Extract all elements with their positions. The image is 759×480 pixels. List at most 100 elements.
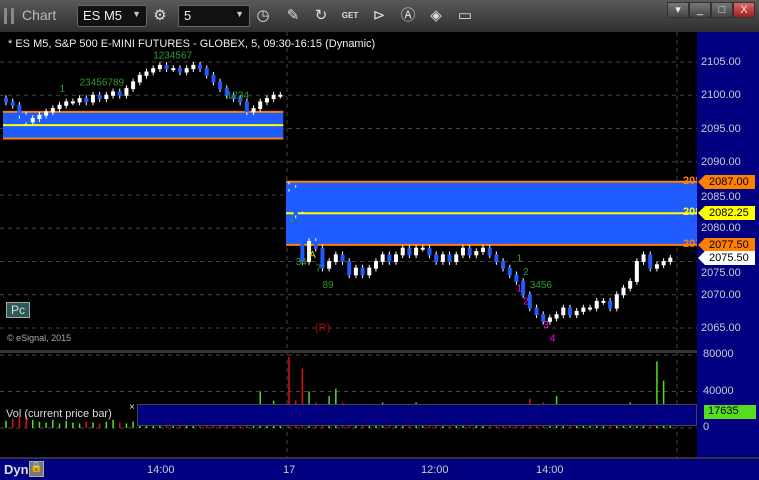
candle xyxy=(70,101,75,104)
candle xyxy=(37,114,42,120)
sequence-label: 3 xyxy=(543,320,549,331)
link-icon[interactable]: ◈ xyxy=(430,7,442,24)
sequence-label: 1 xyxy=(289,214,295,225)
candle xyxy=(414,247,419,256)
candle xyxy=(460,247,465,256)
candle xyxy=(494,254,499,263)
candle xyxy=(97,94,102,100)
time-tick: 17 xyxy=(283,464,296,476)
candle xyxy=(380,254,385,263)
pencil-icon[interactable]: ✎ xyxy=(286,7,300,24)
candle xyxy=(467,247,472,256)
candle xyxy=(534,307,539,316)
candle xyxy=(407,247,412,256)
candle xyxy=(218,81,223,90)
candle xyxy=(641,254,646,263)
price-tag-value: 2082.25 xyxy=(709,207,749,220)
dyn-label: Dyn xyxy=(4,462,29,477)
candle xyxy=(634,261,639,282)
candle xyxy=(10,101,15,106)
candle xyxy=(258,101,263,110)
symbol-selector[interactable]: ES M5 ▼ xyxy=(77,5,147,27)
price-tag: 2077.50 xyxy=(698,237,755,252)
candle xyxy=(224,88,229,96)
candle xyxy=(177,68,182,73)
drag-grip-icon[interactable] xyxy=(4,8,14,24)
candle xyxy=(144,71,149,76)
candle xyxy=(327,261,332,269)
a-icon[interactable]: Ⓐ xyxy=(400,7,416,24)
candle xyxy=(333,254,338,263)
price-tick: 2065.00 xyxy=(701,322,741,334)
clock-icon[interactable]: ◷ xyxy=(256,7,270,24)
maximize-button[interactable]: □ xyxy=(711,2,733,18)
interval-selector[interactable]: 5 ▼ xyxy=(178,5,250,27)
candle xyxy=(287,184,291,189)
chevron-down-icon: ▼ xyxy=(132,9,141,19)
candle xyxy=(50,108,55,113)
refresh-icon[interactable]: ↻ xyxy=(314,7,328,24)
play-icon[interactable]: ⊳ xyxy=(372,7,386,24)
price-tick: 2085.00 xyxy=(701,190,741,203)
candle xyxy=(353,267,358,276)
candle xyxy=(614,294,619,309)
lock-icon[interactable]: 🔒 xyxy=(29,461,44,477)
candle xyxy=(554,314,559,319)
time-tick: 14:00 xyxy=(536,464,564,476)
pc-button[interactable]: Pc xyxy=(6,302,30,318)
close-indicator-icon[interactable]: × xyxy=(129,402,135,413)
candle xyxy=(231,94,236,100)
candle xyxy=(588,307,593,310)
sequence-label: 89 xyxy=(322,280,334,291)
candle xyxy=(104,94,109,100)
candle xyxy=(648,254,653,269)
candle xyxy=(601,300,606,303)
comment-icon[interactable]: ▭ xyxy=(457,7,473,24)
candle xyxy=(278,94,283,97)
candle xyxy=(387,254,392,263)
close-button[interactable]: X xyxy=(733,2,755,18)
candle xyxy=(64,101,69,106)
candle xyxy=(514,274,519,282)
candle xyxy=(151,68,156,73)
candle xyxy=(164,64,169,70)
copyright: © eSignal, 2015 xyxy=(7,333,72,343)
candle xyxy=(293,187,298,216)
candle xyxy=(420,247,425,250)
candle xyxy=(367,267,372,276)
sequence-label: 4 xyxy=(550,333,556,344)
sequence-label: 1 xyxy=(516,283,522,294)
candle xyxy=(481,247,485,253)
candle xyxy=(447,254,452,263)
get-icon[interactable]: GET xyxy=(341,11,359,20)
candle xyxy=(454,254,459,263)
candle xyxy=(628,280,633,289)
indicator-panel-bar xyxy=(137,404,697,426)
price-tag: 2082.25 xyxy=(698,206,755,221)
candle xyxy=(668,257,673,263)
candle xyxy=(30,118,35,123)
candle xyxy=(360,267,365,276)
window-menu-button[interactable]: ▾ xyxy=(667,2,689,18)
time-tick: 14:00 xyxy=(147,464,175,476)
candle xyxy=(474,251,479,256)
candle xyxy=(24,114,29,123)
candle xyxy=(171,68,176,71)
candle xyxy=(594,300,599,309)
candle xyxy=(124,88,129,96)
gear-icon[interactable]: ⚙ xyxy=(153,7,167,24)
price-axis[interactable]: 2087.00 2082.25 2077.50 2075.50 2105.00 2100.… xyxy=(697,32,759,457)
candle xyxy=(434,254,439,263)
indicator-label[interactable]: Vol (current price bar) xyxy=(6,408,112,420)
sequence-label: 34 xyxy=(296,257,308,268)
candle xyxy=(271,94,276,100)
candle xyxy=(394,254,399,263)
candle xyxy=(131,81,136,90)
volume-tick: 0 xyxy=(703,421,710,433)
chart-area[interactable]: 1 23456789 1234567 1234 1 A 34 7 89 1 2 3456 1 2 3 4 * … xyxy=(0,32,759,480)
price-tag-cut: 208 xyxy=(683,174,697,187)
minimize-button[interactable]: _ xyxy=(689,2,711,18)
time-axis[interactable]: Dyn 🔒 14:00 17 12:00 14:00 xyxy=(0,457,759,480)
candle xyxy=(574,310,579,316)
